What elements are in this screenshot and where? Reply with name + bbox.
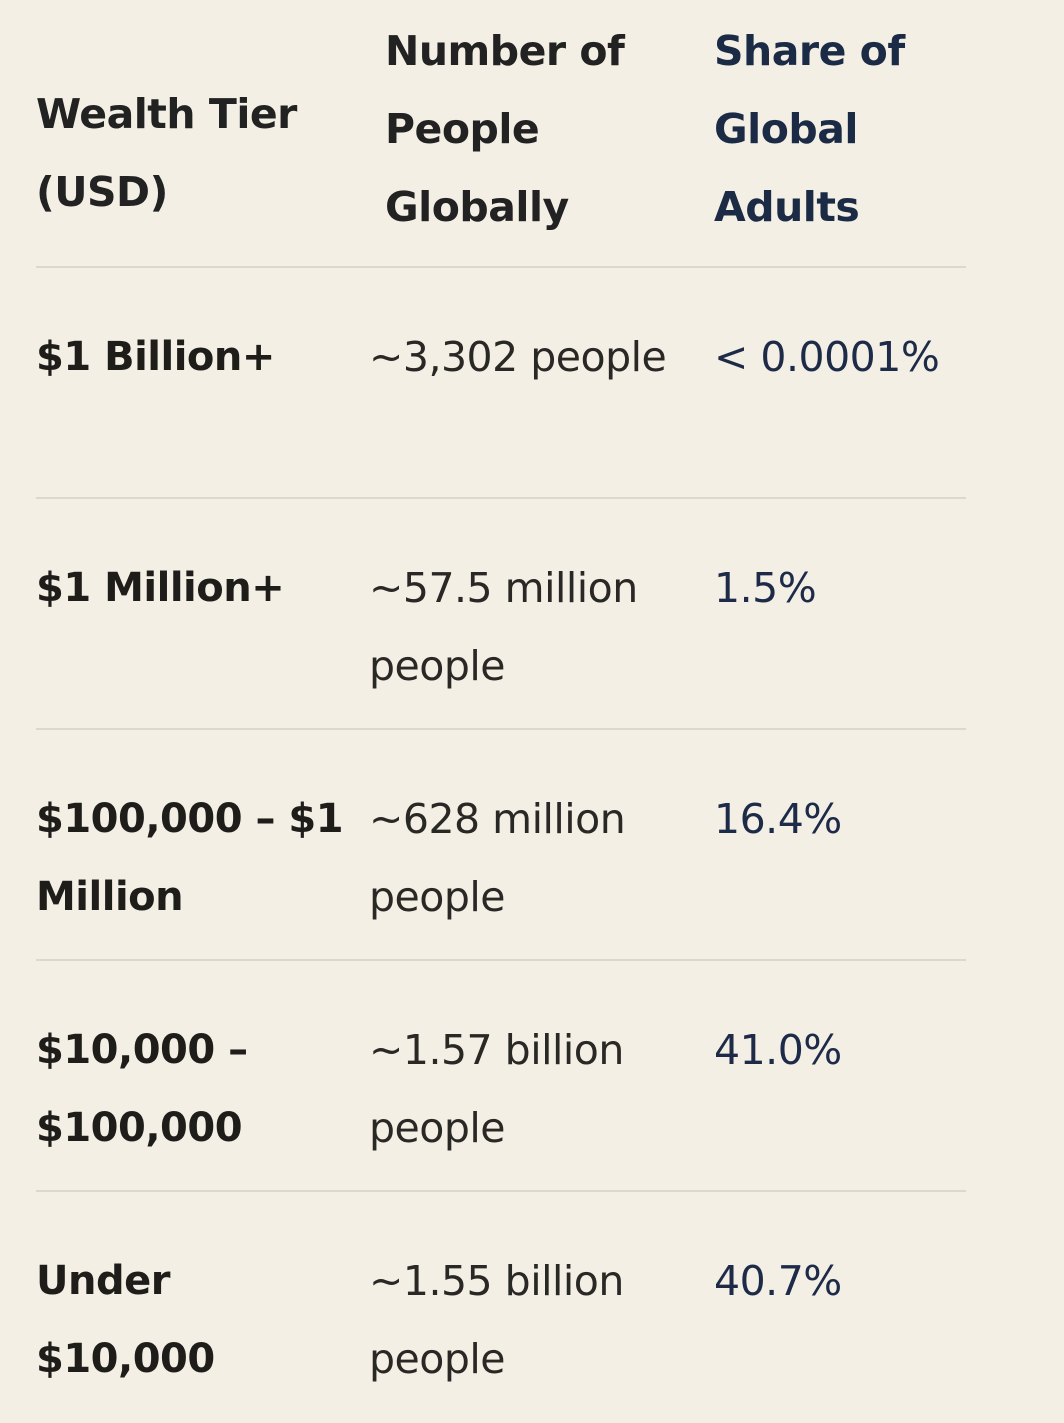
wealth-tier-cell: $10,000 – $100,000	[36, 1027, 248, 1151]
header-share-of-adults: Share of Global Adults	[714, 27, 905, 231]
table-row: $100,000 – $1 Million ~628 million peopl…	[36, 730, 966, 961]
wealth-tier-cell: $100,000 – $1 Million	[36, 796, 344, 920]
share-cell: 1.5%	[714, 564, 817, 612]
people-count-cell: ~1.57 billion people	[369, 1026, 624, 1152]
wealth-distribution-table: Wealth Tier (USD) Number of People Globa…	[36, 0, 966, 1423]
wealth-tier-cell: Under $10,000	[36, 1258, 215, 1382]
wealth-tier-cell: $1 Million+	[36, 565, 285, 611]
table-row: $1 Billion+ ~3,302 people < 0.0001%	[36, 268, 966, 499]
people-count-cell: ~628 million people	[369, 795, 626, 921]
wealth-tier-cell: $1 Billion+	[36, 334, 275, 380]
table-row: Under $10,000 ~1.55 billion people 40.7%	[36, 1192, 966, 1423]
header-number-of-people: Number of People Globally	[385, 27, 625, 231]
table-row: $10,000 – $100,000 ~1.57 billion people …	[36, 961, 966, 1192]
people-count-cell: ~3,302 people	[369, 333, 667, 381]
share-cell: 16.4%	[714, 795, 842, 843]
people-count-cell: ~57.5 million people	[369, 564, 638, 690]
header-wealth-tier: Wealth Tier (USD)	[36, 90, 297, 216]
table-row: $1 Million+ ~57.5 million people 1.5%	[36, 499, 966, 730]
people-count-cell: ~1.55 billion people	[369, 1257, 624, 1383]
share-cell: < 0.0001%	[714, 333, 940, 381]
table-header-row: Wealth Tier (USD) Number of People Globa…	[36, 0, 966, 268]
share-cell: 40.7%	[714, 1257, 842, 1305]
share-cell: 41.0%	[714, 1026, 842, 1074]
